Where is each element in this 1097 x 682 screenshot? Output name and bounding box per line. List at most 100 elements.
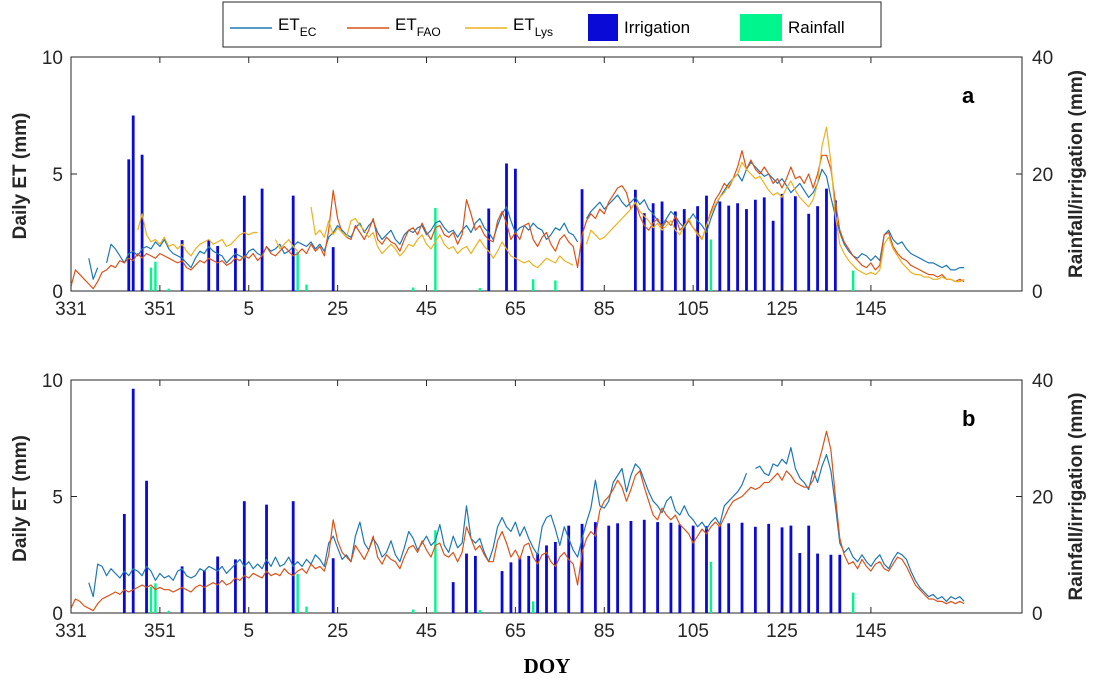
legend-label-rainfall: Rainfall bbox=[788, 18, 845, 37]
panel-b-irrigation-bar-31 bbox=[691, 525, 695, 613]
panel-a-xtick-label-5: 65 bbox=[505, 299, 526, 320]
panel-a-irrigation-bar-5 bbox=[216, 245, 220, 291]
panel-b-xtick-label-2: 5 bbox=[243, 621, 254, 642]
panel-a-rainfall-bar-1 bbox=[154, 261, 157, 291]
panel-b-irrigation-bar-14 bbox=[500, 571, 504, 613]
panel-a-irrigation-bar-19 bbox=[673, 211, 677, 291]
panel-a-xtick-label-6: 85 bbox=[594, 299, 615, 320]
panel-b-irrigation-bar-11 bbox=[451, 582, 455, 613]
panel-b-irrigation-bar-10 bbox=[331, 558, 335, 613]
panel-a-irrigation-bar-35 bbox=[833, 200, 837, 291]
panel-a-irrigation-bar-23 bbox=[718, 201, 722, 291]
panel-a-ytick-left-label-0: 0 bbox=[52, 282, 63, 303]
panel-b-ylabel-right: Rainfall/irrigation (mm) bbox=[1066, 393, 1087, 601]
panel-b-irrigation-bar-40 bbox=[798, 553, 802, 613]
panel-a-xtick-label-2: 5 bbox=[243, 299, 254, 320]
panel-b-ytick-left-label-1: 5 bbox=[52, 488, 63, 509]
panel-b-rainfall-bar-3 bbox=[296, 573, 299, 613]
panel-a-rainfall-bar-6 bbox=[434, 207, 437, 291]
legend-item-rainfall: Rainfall bbox=[740, 14, 845, 41]
legend-swatch-rainfall bbox=[740, 14, 782, 41]
panel-a-irrigation-bar-12 bbox=[505, 163, 508, 291]
panel-a-rainfall-bar-8 bbox=[531, 279, 535, 291]
panel-a-rainfall-bar-11 bbox=[851, 270, 855, 291]
panel-b-xtick-label-8: 125 bbox=[766, 621, 798, 642]
panel-b-ylabel-left: Daily ET (mm) bbox=[10, 435, 31, 562]
panel-a-rainfall-bar-2 bbox=[167, 288, 170, 291]
panel-b-irrigation-bar-7 bbox=[242, 501, 246, 613]
panel-a-irrigation-bar-24 bbox=[727, 205, 731, 291]
panel-a-irrigation-bar-30 bbox=[780, 193, 784, 291]
panel-a-xtick-label-3: 25 bbox=[327, 299, 348, 320]
panel-b-irrigation-bar-15 bbox=[509, 562, 513, 613]
panel-b-irrigation-bar-33 bbox=[718, 525, 722, 613]
panel-a-ylabel-left: Daily ET (mm) bbox=[10, 113, 31, 240]
panel-b-irrigation-bar-22 bbox=[580, 523, 584, 613]
panel-b-irrigation-bar-24 bbox=[607, 525, 611, 613]
legend-swatch-irrigation bbox=[588, 14, 618, 41]
panel-b-irrigation-bar-39 bbox=[789, 525, 793, 613]
panel-a-axes-box bbox=[70, 56, 1023, 292]
panel-b-irrigation-bar-26 bbox=[629, 520, 633, 613]
panel-b-irrigation-bar-44 bbox=[838, 554, 842, 613]
panel-a-series-et-lys bbox=[137, 126, 965, 283]
panel-a-rainfall-bar-10 bbox=[709, 239, 713, 291]
panel-a-rainfall-bar-0 bbox=[149, 267, 153, 291]
panel-a-irrigation-bar-32 bbox=[807, 213, 811, 291]
panel-a-irrigation-bar-4 bbox=[207, 240, 211, 291]
panel-b-irrigation-bar-27 bbox=[642, 519, 646, 613]
panel-a-irrigation-bar-16 bbox=[642, 213, 646, 291]
panel-b-irrigation-bar-25 bbox=[616, 523, 620, 613]
panel-b-ytick-right-label-2: 40 bbox=[1032, 371, 1053, 392]
panel-a-irrigation-bar-8 bbox=[260, 188, 264, 291]
panel-b-ytick-right-label-0: 0 bbox=[1032, 604, 1043, 625]
legend-subscript-et-ec: EC bbox=[300, 25, 317, 39]
panel-b-irrigation-bar-3 bbox=[180, 566, 184, 613]
panel-b-irrigation-bar-9 bbox=[291, 501, 295, 613]
panel-b-label: b bbox=[962, 406, 975, 431]
panel-b-rainfall-bar-8 bbox=[531, 601, 535, 613]
panel-a-irrigation-bar-31 bbox=[793, 196, 797, 291]
panel-b-rainfall-bar-4 bbox=[305, 606, 308, 613]
panel-b-xtick-label-7: 105 bbox=[677, 621, 709, 642]
legend-item-irrigation: Irrigation bbox=[588, 14, 690, 41]
panel-a-ytick-right-label-2: 40 bbox=[1032, 48, 1053, 69]
panel-a-irrigation-bar-17 bbox=[651, 203, 655, 291]
panel-a-ytick-left-label-2: 10 bbox=[42, 48, 63, 69]
panel-a-irrigation-bar-0 bbox=[127, 159, 131, 291]
panel-a-ytick-left-label-1: 5 bbox=[52, 165, 63, 186]
panel-b-irrigation-bar-6 bbox=[234, 559, 237, 613]
x-axis-label: DOY bbox=[524, 654, 571, 678]
panel-a-xtick-label-1: 351 bbox=[144, 299, 176, 320]
panel-a-irrigation-bar-34 bbox=[825, 188, 828, 291]
panel-b-irrigation-bar-32 bbox=[705, 526, 708, 613]
panel-b-irrigation-bar-43 bbox=[829, 554, 833, 613]
panel-b-rainfall-bar-0 bbox=[149, 586, 153, 613]
panel-b-irrigation-bar-23 bbox=[593, 522, 597, 613]
panel-b-xtick-label-6: 85 bbox=[594, 621, 615, 642]
panel-a-xtick-label-4: 45 bbox=[416, 299, 437, 320]
panel-b-rainfall-bar-11 bbox=[851, 592, 855, 613]
panel-b-irrigation-bar-4 bbox=[202, 570, 206, 613]
panel-b-xtick-label-4: 45 bbox=[416, 621, 437, 642]
panel-b-xtick-label-5: 65 bbox=[505, 621, 526, 642]
panel-b-irrigation-bar-12 bbox=[465, 553, 468, 613]
panel-b-irrigation-bar-18 bbox=[536, 553, 540, 613]
panel-a-label: a bbox=[962, 83, 975, 108]
panel-b-irrigation-bar-38 bbox=[780, 527, 784, 613]
panel-b-irrigation-bar-21 bbox=[567, 525, 571, 613]
panel-a-irrigation-bar-11 bbox=[487, 208, 491, 291]
panel-b-series-et-fao bbox=[70, 430, 965, 612]
panel-a-irrigation-bar-25 bbox=[736, 203, 739, 291]
panel-a-irrigation-bar-33 bbox=[816, 206, 819, 291]
panel-a-rainfall-bar-4 bbox=[305, 284, 308, 291]
panel-a-irrigation-bar-10 bbox=[331, 247, 335, 291]
legend-label-irrigation: Irrigation bbox=[624, 18, 690, 37]
panel-a-irrigation-bar-2 bbox=[140, 154, 144, 291]
legend-subscript-et-lys: Lys bbox=[535, 25, 553, 39]
panel-a-irrigation-bar-22 bbox=[705, 195, 708, 291]
panel-a-rainfall-bar-3 bbox=[296, 251, 299, 291]
panel-b-rainfall-bar-5 bbox=[411, 609, 415, 613]
legend-subscript-et-fao: FAO bbox=[417, 25, 441, 39]
